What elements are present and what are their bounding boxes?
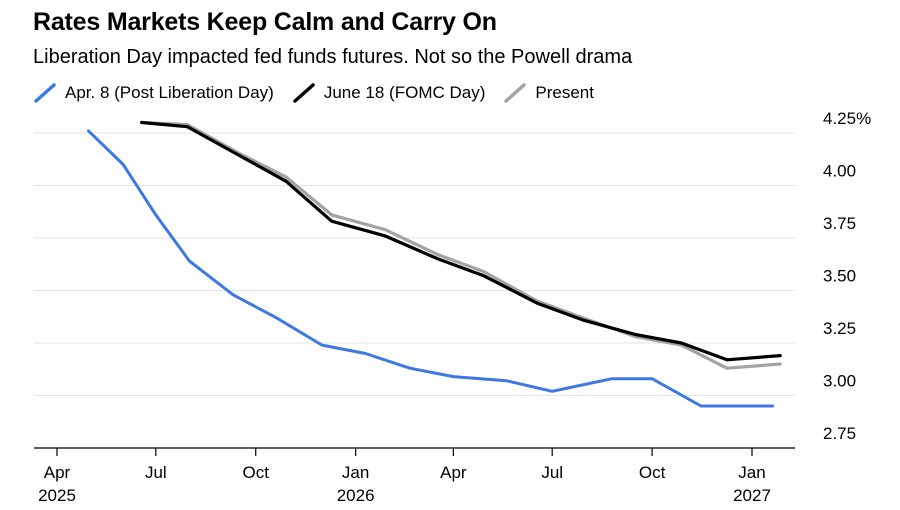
y-tick-label-6: 2.75	[823, 424, 856, 443]
series-line-present	[140, 120, 782, 370]
legend-swatch-present	[504, 83, 527, 103]
series-line-apr8	[87, 129, 775, 408]
x-tick-label-3: Jan	[342, 463, 369, 482]
x-tick-label-0: Apr	[44, 463, 71, 482]
y-tick-label-4: 3.25	[823, 319, 856, 338]
y-tick-label-3: 3.50	[823, 267, 856, 286]
legend-label-apr8: Apr. 8 (Post Liberation Day)	[65, 83, 274, 102]
x-tick-sublabel-3: 2026	[337, 486, 375, 505]
legend-swatch-june18	[293, 83, 315, 103]
legend-label-present: Present	[535, 83, 594, 102]
x-tick-sublabel-7: 2027	[733, 486, 771, 505]
y-tick-label-1: 4.00	[823, 162, 856, 181]
x-tick-label-4: Apr	[440, 463, 467, 482]
chart-title: Rates Markets Keep Calm and Carry On	[33, 8, 497, 36]
legend-item-apr8: Apr. 8 (Post Liberation Day)	[33, 82, 274, 104]
x-tick-label-1: Jul	[145, 463, 167, 482]
y-tick-label-2: 3.75	[823, 214, 856, 233]
x-tick-label-2: Oct	[243, 463, 270, 482]
legend-swatch-apr8	[34, 83, 56, 103]
x-tick-sublabel-0: 2025	[38, 486, 76, 505]
x-tick-label-7: Jan	[738, 463, 765, 482]
y-tick-label-0: 4.25%	[823, 109, 871, 128]
legend-label-june18: June 18 (FOMC Day)	[323, 83, 486, 102]
x-tick-label-5: Jul	[541, 463, 563, 482]
chart-subtitle: Liberation Day impacted fed funds future…	[33, 46, 633, 68]
y-tick-label-5: 3.00	[823, 372, 856, 391]
legend-item-present: Present	[503, 82, 594, 104]
legend-item-june18: June 18 (FOMC Day)	[292, 82, 486, 104]
x-tick-label-6: Oct	[639, 463, 666, 482]
series-line-june18	[140, 120, 782, 362]
legend: Apr. 8 (Post Liberation Day) June 18 (FO…	[33, 82, 612, 104]
